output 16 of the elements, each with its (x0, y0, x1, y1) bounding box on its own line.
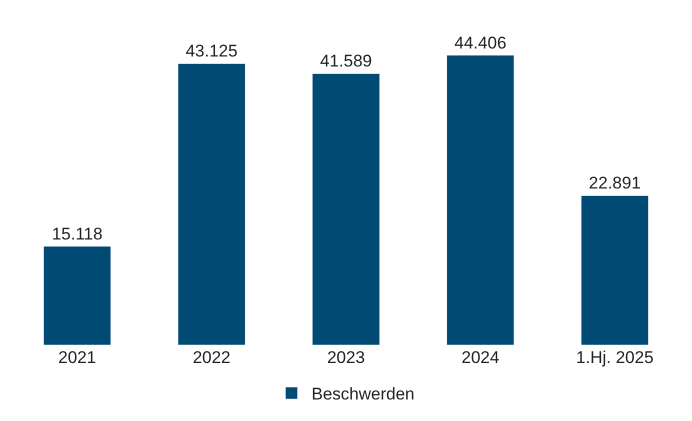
bar (43, 246, 112, 345)
x-tick-label: 1.Hj. 2025 (576, 348, 654, 367)
bar (580, 195, 649, 345)
legend-label: Beschwerden (312, 384, 415, 404)
data-label: 15.118 (52, 224, 103, 244)
bar (178, 63, 246, 345)
data-label: 44.406 (454, 33, 506, 52)
data-label: 43.125 (186, 42, 238, 61)
x-tick-label: 2022 (192, 348, 231, 367)
data-label: 41.589 (320, 52, 372, 71)
bar (312, 73, 380, 345)
x-tick-label: 2024 (461, 348, 500, 367)
x-tick-label: 2021 (58, 348, 96, 367)
x-tick-label: 2023 (327, 348, 365, 367)
bar (446, 55, 514, 345)
data-label: 22.891 (588, 174, 641, 193)
